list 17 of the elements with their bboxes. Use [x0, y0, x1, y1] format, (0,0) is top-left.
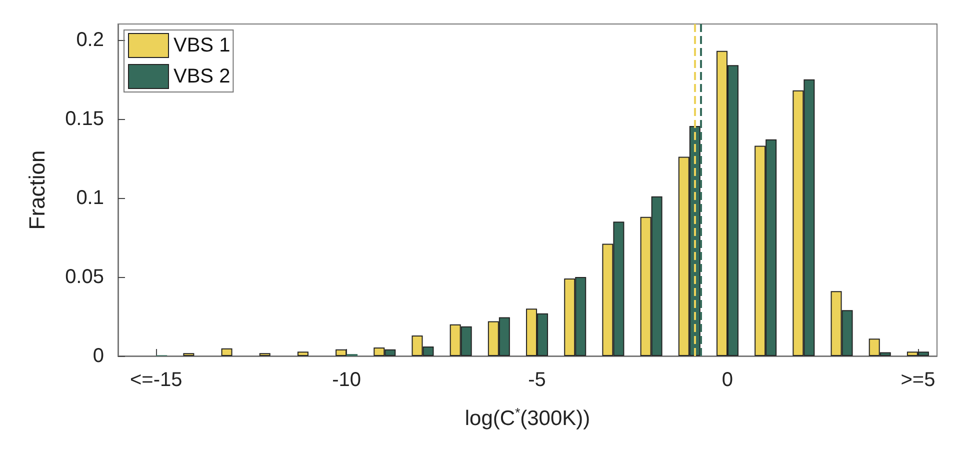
x-tick-label: <=-15: [130, 369, 182, 391]
x-tick-label: -10: [332, 369, 362, 391]
y-axis-title: Fraction: [24, 150, 50, 230]
x-axis-title: log(C*(300K)): [464, 405, 590, 430]
x-tick-label: -5: [528, 369, 546, 391]
y-tick-label: 0.2: [76, 28, 104, 51]
x-tick-label: 0: [722, 369, 734, 391]
legend-label: VBS 1: [174, 34, 230, 56]
y-tick-label: 0.1: [76, 186, 104, 209]
legend-label: VBS 2: [174, 66, 230, 88]
y-tick-label: 0.15: [65, 108, 104, 130]
bar: [221, 348, 232, 356]
y-tick-label: 0: [92, 345, 104, 367]
y-tick-label: 0.05: [65, 266, 104, 288]
x-tick-label: >=5: [900, 369, 936, 391]
bar: [297, 352, 308, 356]
bar: [336, 349, 347, 356]
